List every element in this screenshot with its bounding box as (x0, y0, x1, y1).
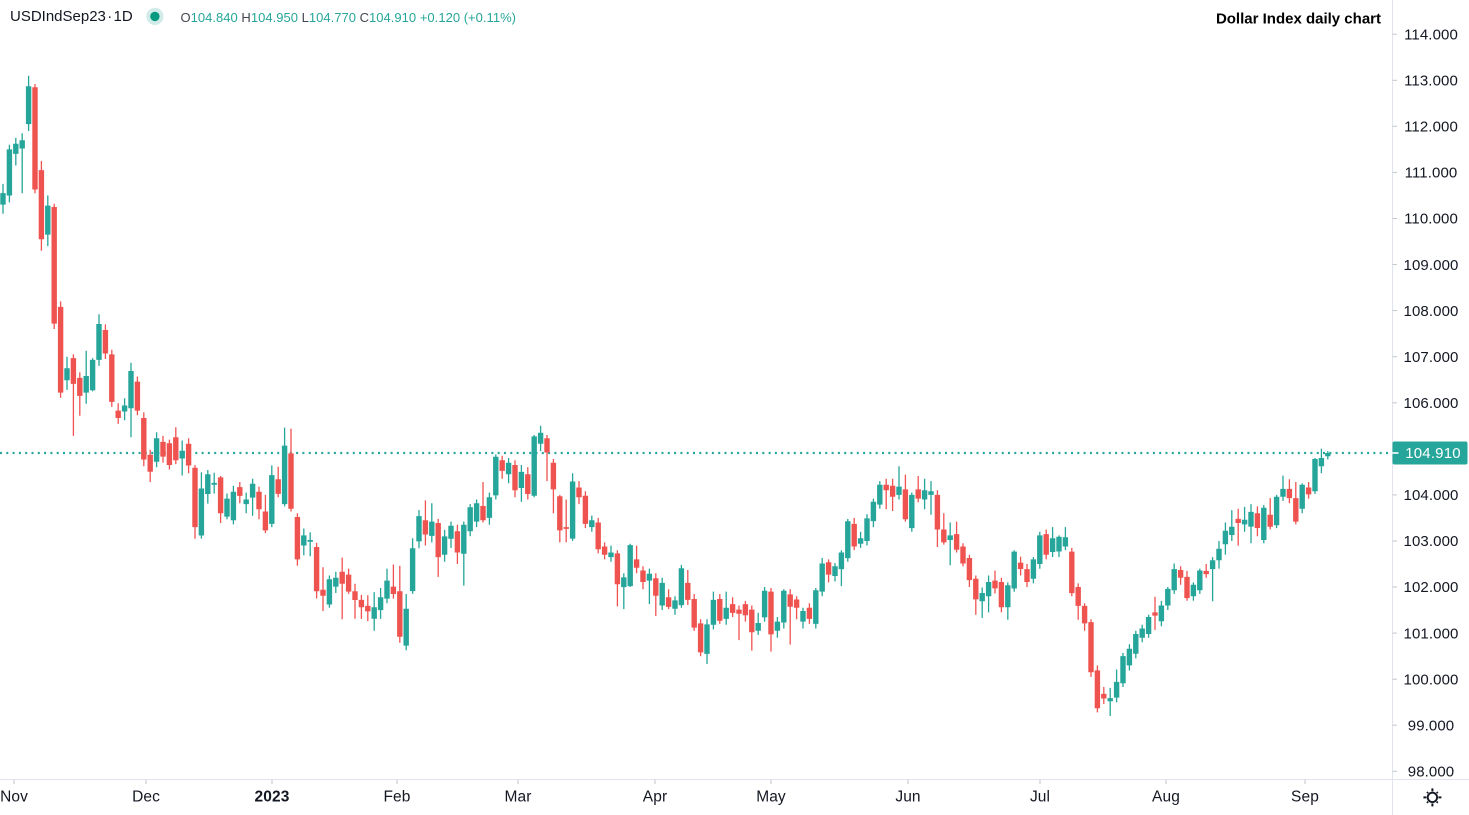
svg-text:O104.840 H104.950 L104.770 C10: O104.840 H104.950 L104.770 C104.910 +0.1… (181, 10, 517, 25)
svg-text:100.000: 100.000 (1404, 671, 1459, 688)
svg-text:Feb: Feb (383, 789, 410, 806)
svg-text:98.000: 98.000 (1408, 764, 1454, 781)
svg-text:Jun: Jun (895, 789, 920, 806)
svg-text:103.000: 103.000 (1404, 533, 1459, 550)
svg-text:·: · (107, 8, 112, 25)
svg-text:112.000: 112.000 (1404, 119, 1458, 136)
svg-text:Sep: Sep (1291, 789, 1319, 806)
svg-text:109.000: 109.000 (1404, 257, 1459, 274)
svg-text:110.000: 110.000 (1404, 211, 1458, 228)
svg-text:104.910: 104.910 (1405, 445, 1461, 462)
svg-text:2023: 2023 (255, 789, 290, 806)
svg-text:102.000: 102.000 (1404, 579, 1459, 596)
svg-text:Mar: Mar (505, 789, 532, 806)
svg-text:99.000: 99.000 (1408, 718, 1454, 735)
svg-text:106.000: 106.000 (1404, 395, 1459, 412)
svg-text:Dec: Dec (132, 789, 160, 806)
svg-text:107.000: 107.000 (1404, 349, 1459, 366)
svg-text:Nov: Nov (0, 789, 28, 806)
svg-text:Dollar Index daily chart: Dollar Index daily chart (1216, 10, 1381, 27)
svg-text:101.000: 101.000 (1404, 625, 1459, 642)
svg-text:108.000: 108.000 (1404, 303, 1459, 320)
svg-text:Aug: Aug (1152, 789, 1180, 806)
svg-text:104.000: 104.000 (1404, 487, 1459, 504)
svg-text:1D: 1D (114, 8, 133, 25)
svg-text:114.000: 114.000 (1404, 26, 1458, 43)
svg-text:111.000: 111.000 (1405, 165, 1458, 182)
svg-text:Apr: Apr (643, 789, 667, 806)
svg-text:Jul: Jul (1030, 789, 1050, 806)
svg-text:USDIndSep23: USDIndSep23 (10, 8, 106, 25)
svg-text:May: May (756, 789, 786, 806)
svg-text:113.000: 113.000 (1404, 73, 1458, 90)
